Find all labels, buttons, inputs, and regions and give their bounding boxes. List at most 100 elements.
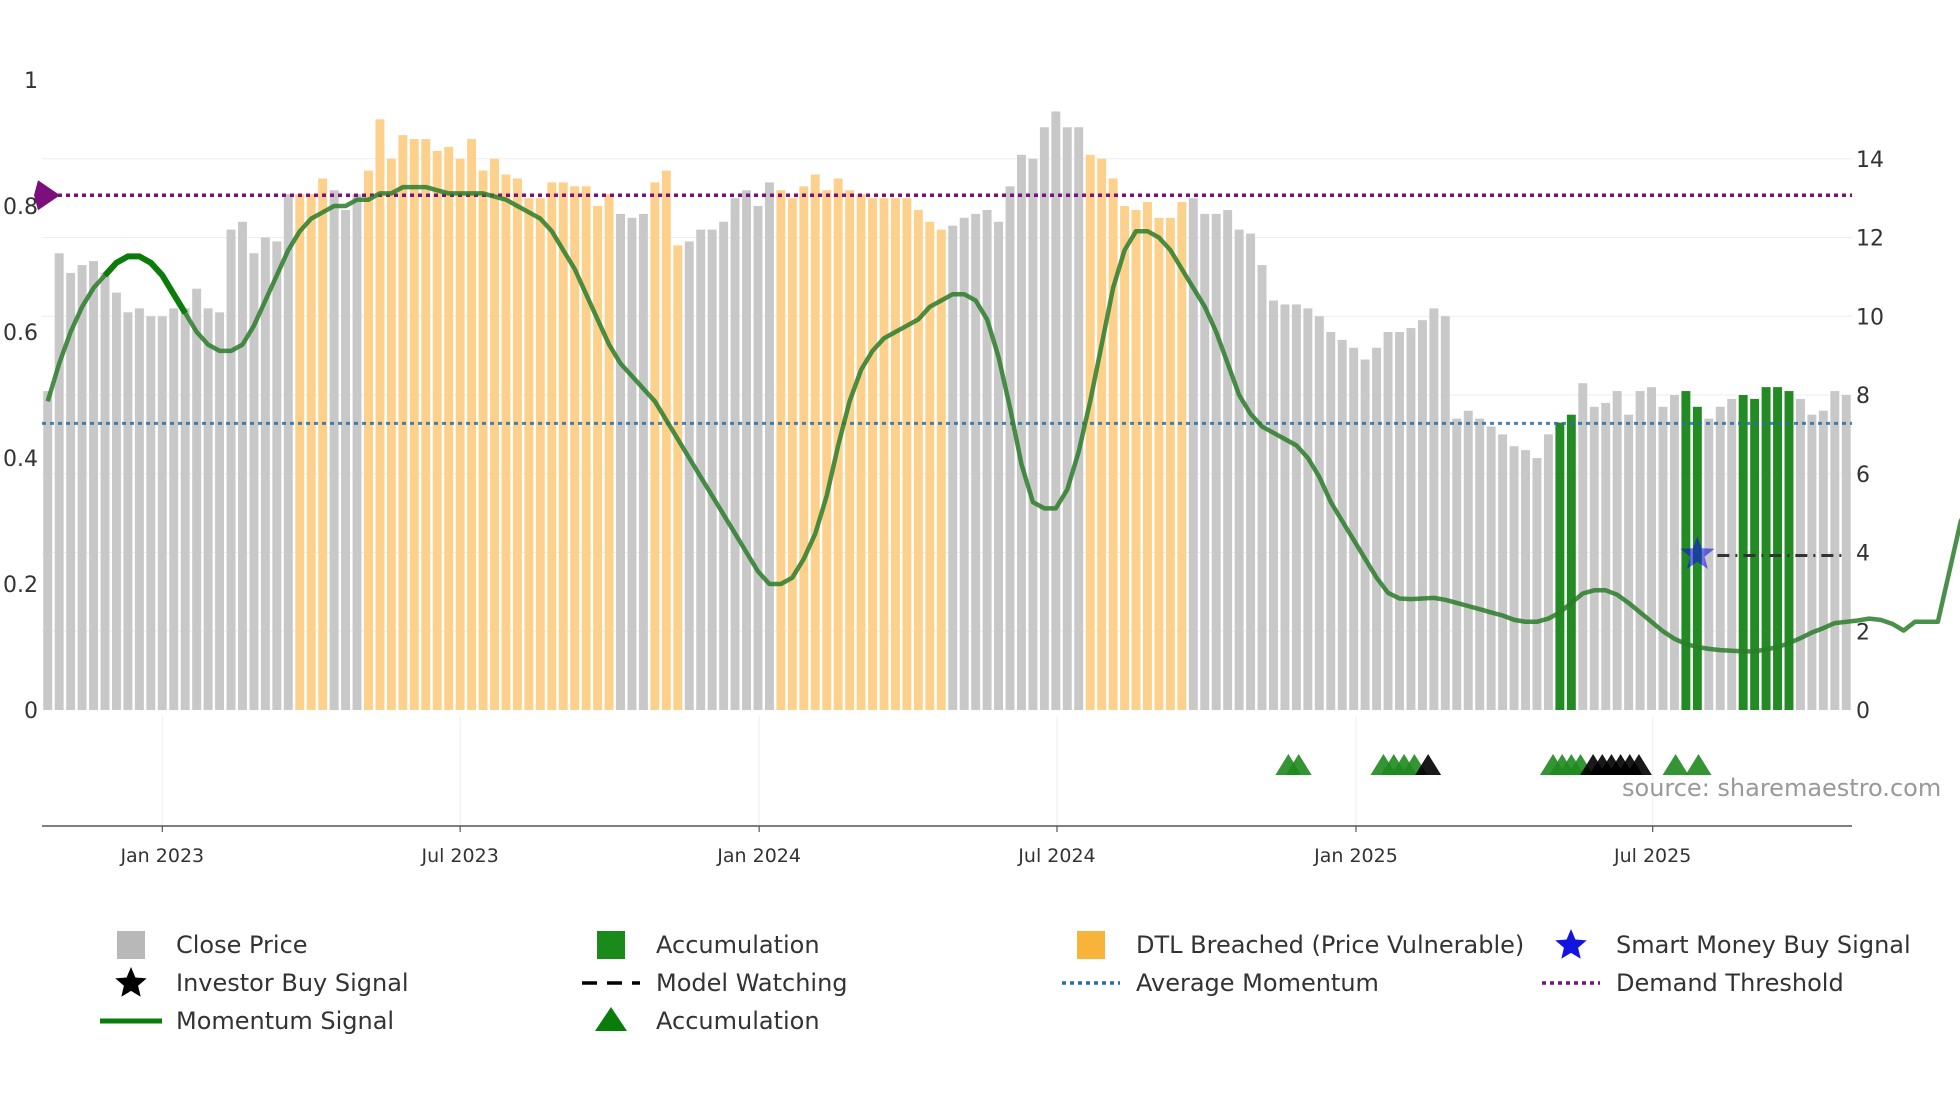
dtl-breached-bar (1165, 217, 1175, 710)
x-tick-label: Jan 2025 (1313, 845, 1398, 867)
close-price-bar (1830, 391, 1840, 710)
close-price-bar (707, 229, 717, 710)
dtl-breached-bar (524, 198, 534, 710)
x-tick-label: Jan 2023 (119, 845, 204, 867)
close-price-bar (1635, 391, 1645, 710)
dtl-breached-bar (650, 182, 660, 710)
dtl-breached-bar (490, 158, 499, 710)
close-price-bar (203, 308, 213, 710)
dtl-breached-bar (1108, 178, 1118, 710)
close-price-bar (1200, 213, 1210, 710)
dtl-breached-bar (856, 194, 866, 710)
close-price-bar (1440, 316, 1450, 710)
close-price-bar (1280, 304, 1290, 710)
dtl-breached-bar (501, 174, 511, 710)
dtl-breached-bar (1131, 209, 1141, 710)
close-price-bar (134, 308, 144, 710)
dtl-breached-bar (868, 198, 878, 710)
accumulation-bar (1761, 387, 1771, 710)
x-tick-label: Jul 2025 (1613, 845, 1691, 867)
close-price-bar (1509, 446, 1519, 710)
dtl-breached-bar (822, 190, 832, 710)
right-tick-label: 2 (1856, 620, 1870, 645)
investor-accumulation-marker (1625, 754, 1652, 775)
close-price-bar (1326, 332, 1336, 710)
close-price-bar (54, 253, 64, 710)
close-price-bar (1578, 383, 1588, 710)
close-price-bar (1624, 414, 1634, 710)
close-price-bar (1647, 387, 1656, 710)
dtl-breached-bar (478, 170, 488, 710)
close-price-bar (1016, 154, 1026, 710)
dtl-breached-bar (364, 170, 373, 710)
close-price-bar (948, 225, 958, 710)
close-price-bar (123, 312, 133, 710)
close-price-bar (272, 241, 282, 710)
close-price-bar (1669, 395, 1679, 710)
close-price-bar (1383, 332, 1393, 710)
accumulation-bar (1738, 395, 1748, 710)
close-price-bar (1612, 391, 1622, 710)
smart-money-buy-star (1680, 536, 1715, 569)
close-price-bar (238, 221, 247, 710)
left-tick-label: 0 (24, 699, 38, 724)
close-price-bar (684, 241, 694, 710)
close-price-bar (1429, 308, 1439, 710)
dtl-breached-bar (1120, 206, 1130, 710)
close-price-bar (1291, 304, 1301, 710)
dtl-breached-bar (547, 182, 557, 710)
dtl-breached-bar (421, 139, 431, 710)
close-price-bar (1360, 359, 1370, 710)
accumulation-bar (1784, 391, 1794, 710)
dtl-breached-bar (535, 198, 545, 710)
dtl-breached-bar (1097, 158, 1107, 710)
dtl-breached-bar (295, 194, 305, 710)
accumulation-bar (1566, 414, 1576, 710)
close-price-bar (1704, 418, 1714, 710)
close-price-bar (742, 190, 751, 710)
close-price-bar (1532, 458, 1542, 710)
close-price-bar (1246, 233, 1256, 710)
x-tick-label: Jul 2023 (420, 845, 498, 867)
dtl-breached-bar (455, 158, 465, 710)
close-price-bar (1005, 186, 1015, 710)
x-tick-label: Jan 2024 (716, 845, 801, 867)
dtl-breached-bar (570, 186, 580, 710)
right-tick-label: 6 (1856, 463, 1870, 488)
close-price-bar (1314, 316, 1324, 710)
close-price-bar (1051, 111, 1061, 710)
momentum-line (45, 184, 1960, 654)
close-price-bar (111, 292, 121, 710)
dtl-breached-bar (581, 186, 591, 710)
accumulation-marker (1662, 754, 1689, 775)
left-tick-label: 0.8 (3, 195, 38, 220)
left-tick-label: 0.6 (3, 321, 38, 346)
dtl-breached-bar (1154, 217, 1164, 710)
dtl-breached-bar (787, 198, 797, 710)
close-price-bar (283, 194, 293, 710)
close-price-bar (730, 198, 740, 710)
close-price-bar (1395, 332, 1404, 710)
left-tick-label: 0.2 (3, 573, 38, 598)
close-price-bar (719, 221, 729, 710)
close-price-bar (638, 213, 648, 710)
dtl-breached-bar (467, 139, 477, 710)
close-price-bar (192, 288, 202, 710)
close-price-bar (1463, 410, 1473, 710)
close-price-bar (982, 209, 992, 710)
close-price-bar (1498, 434, 1508, 710)
right-tick-label: 10 (1856, 305, 1884, 330)
close-price-bar (616, 213, 625, 710)
dtl-breached-bar (799, 186, 809, 710)
accumulation-markers (1275, 754, 1712, 775)
right-tick-label: 8 (1856, 384, 1870, 409)
right-tick-label: 4 (1856, 542, 1870, 567)
momentum-strong-segment (102, 253, 188, 315)
dtl-breached-bar (902, 198, 912, 710)
close-price-bar (1234, 229, 1244, 710)
close-price-bar (1062, 127, 1072, 710)
close-price-bar (215, 312, 225, 710)
price-bars (43, 111, 1851, 710)
close-price-bar (1417, 320, 1427, 710)
close-price-bar (1589, 406, 1599, 710)
